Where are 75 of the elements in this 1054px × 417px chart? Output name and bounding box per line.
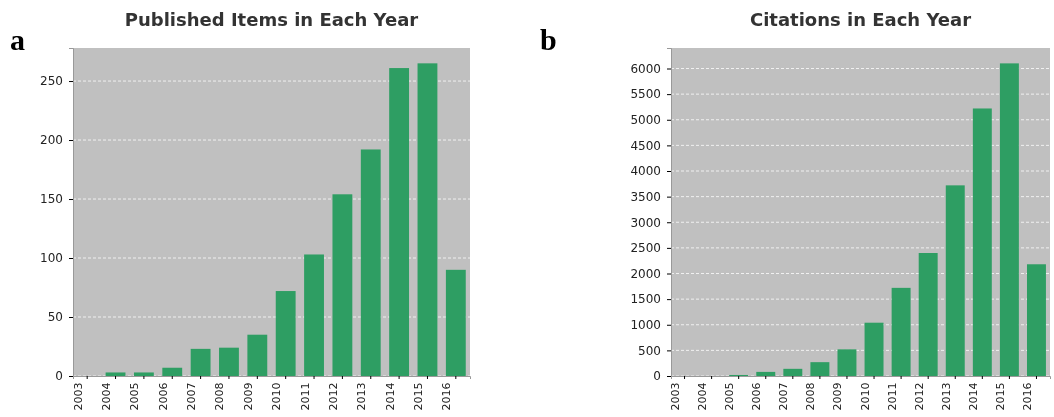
x-tick-label: 2014 xyxy=(383,382,397,411)
y-tick-label: 1500 xyxy=(630,292,661,307)
y-tick-label: 3500 xyxy=(630,189,661,204)
bar xyxy=(891,287,911,376)
bar xyxy=(219,347,239,376)
x-tick-label: 2009 xyxy=(241,382,255,411)
x-tick-label: 2016 xyxy=(1020,382,1034,411)
chart-title: Citations in Each Year xyxy=(749,9,972,30)
x-tick-label: 2004 xyxy=(100,382,114,411)
x-tick-label: 2012 xyxy=(912,382,926,411)
bar xyxy=(304,254,324,376)
y-tick-label: 5000 xyxy=(630,113,661,128)
bar xyxy=(918,253,938,376)
bar xyxy=(999,63,1019,376)
y-tick-label: 2500 xyxy=(630,241,661,256)
bar xyxy=(837,349,857,376)
x-tick-label: 2003 xyxy=(71,382,85,411)
y-tick-label: 1000 xyxy=(630,318,661,333)
x-tick-label: 2016 xyxy=(440,382,454,411)
x-tick-label: 2008 xyxy=(213,382,227,411)
y-tick-label: 500 xyxy=(638,343,661,358)
bar xyxy=(417,63,438,376)
x-tick-label: 2005 xyxy=(128,382,142,411)
x-tick-label: 2005 xyxy=(723,382,737,411)
bar xyxy=(756,371,776,376)
x-tick-label: 2014 xyxy=(966,382,980,411)
text: b xyxy=(540,23,557,56)
y-tick-label: 0 xyxy=(55,369,63,384)
y-tick-label: 2000 xyxy=(630,266,661,281)
x-tick-label: 2015 xyxy=(993,382,1007,411)
bar xyxy=(190,348,211,376)
bar xyxy=(275,291,296,376)
x-tick-label: 2010 xyxy=(858,382,872,411)
bar xyxy=(389,68,410,376)
bar xyxy=(332,194,353,376)
bar xyxy=(162,367,183,376)
x-tick-label: 2015 xyxy=(411,382,425,411)
x-tick-label: 2010 xyxy=(270,382,284,411)
x-tick-label: 2006 xyxy=(156,382,170,411)
x-tick-label: 2007 xyxy=(185,382,199,411)
bar xyxy=(133,372,154,376)
bar xyxy=(1026,264,1046,376)
bar xyxy=(945,185,965,376)
y-tick-label: 200 xyxy=(40,133,63,148)
chart-title: Published Items in Each Year xyxy=(124,9,419,30)
y-tick-label: 3000 xyxy=(630,215,661,230)
y-tick-label: 250 xyxy=(40,74,63,89)
bar xyxy=(810,362,830,376)
bar xyxy=(105,372,126,376)
bar xyxy=(360,149,381,376)
x-tick-label: 2003 xyxy=(669,382,683,411)
y-tick-label: 100 xyxy=(40,251,63,266)
y-tick-label: 50 xyxy=(47,310,63,325)
x-tick-label: 2007 xyxy=(777,382,791,411)
y-tick-label: 6000 xyxy=(630,61,661,76)
y-tick-label: 4500 xyxy=(630,138,661,153)
bar xyxy=(972,108,992,376)
x-tick-label: 2006 xyxy=(750,382,764,411)
x-tick-label: 2008 xyxy=(804,382,818,411)
x-tick-label: 2011 xyxy=(298,382,312,411)
y-tick-label: 5500 xyxy=(630,87,661,102)
y-tick-label: 4000 xyxy=(630,164,661,179)
x-tick-label: 2013 xyxy=(939,382,953,411)
bar xyxy=(864,322,884,376)
x-tick-label: 2004 xyxy=(696,382,710,411)
text: a xyxy=(10,23,25,56)
x-tick-label: 2012 xyxy=(326,382,340,411)
x-tick-label: 2013 xyxy=(355,382,369,411)
y-tick-label: 0 xyxy=(653,369,661,384)
x-tick-label: 2009 xyxy=(831,382,845,411)
bar xyxy=(445,269,466,376)
bar xyxy=(247,334,268,376)
bar xyxy=(783,368,803,376)
y-tick-label: 150 xyxy=(40,192,63,207)
x-tick-label: 2011 xyxy=(885,382,899,411)
